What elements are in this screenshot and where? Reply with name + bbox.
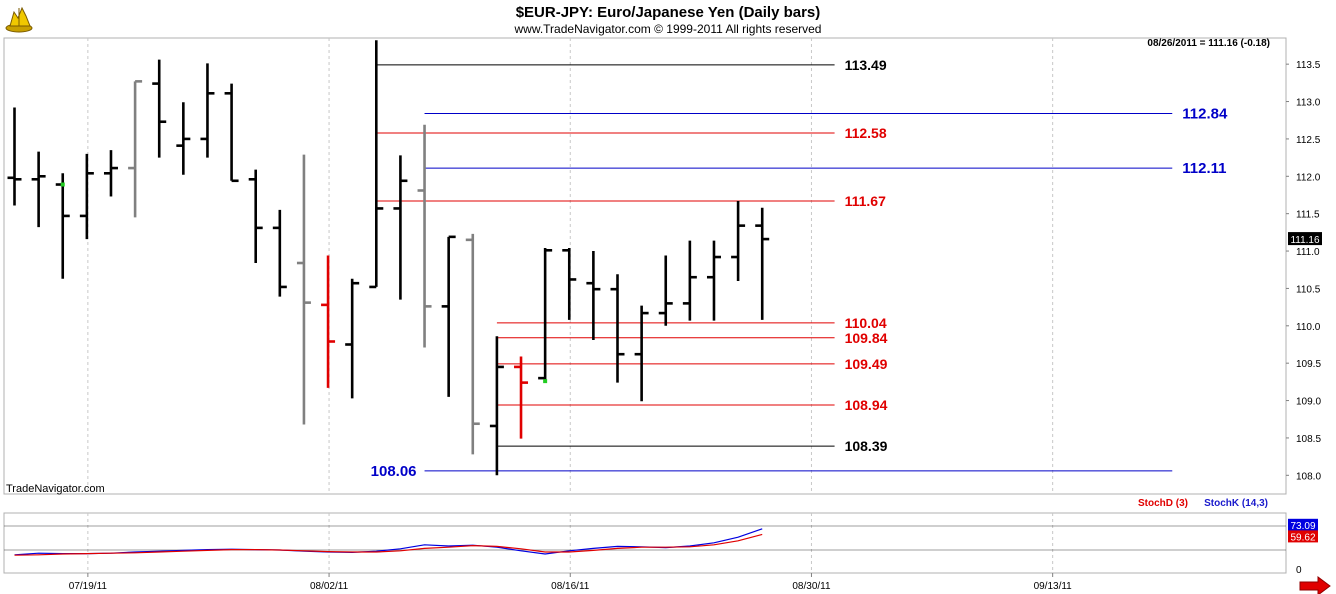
x-tick-label: 07/19/11	[69, 581, 108, 592]
y-tick-label: 110.0	[1296, 322, 1321, 333]
x-tick-label: 08/30/11	[792, 581, 831, 592]
signal-dot	[60, 182, 65, 187]
stochastic-line-d	[14, 533, 763, 556]
ohlc-bar	[152, 59, 167, 158]
ohlc-bar	[393, 155, 408, 300]
stochastic-value-box	[1288, 518, 1318, 531]
ohlc-bar	[755, 207, 770, 320]
level-label: 112.58	[845, 125, 887, 141]
y-tick-label: 108.5	[1296, 434, 1321, 445]
level-label: 108.06	[371, 463, 417, 480]
y-tick-label: 112.0	[1296, 172, 1321, 183]
scroll-right-arrow-icon[interactable]	[1298, 576, 1334, 594]
ohlc-bar	[200, 63, 215, 158]
ohlc-bar	[610, 274, 625, 383]
ohlc-bar	[465, 233, 480, 455]
last-price-label: 111.16	[1290, 235, 1320, 246]
stochastic-legend: StochD (3) StochK (14,3)	[1138, 498, 1268, 509]
ohlc-bar	[538, 248, 553, 383]
copyright-text: www.TradeNavigator.com © 1999-2011 All r…	[514, 22, 822, 36]
stochastic-value-label: 73.09	[1290, 521, 1315, 532]
stochastic-lines	[14, 528, 763, 556]
ohlc-bar	[345, 278, 360, 399]
ohlc-bar	[562, 248, 577, 320]
last-quote-text: 08/26/2011 = 111.16 (-0.18)	[1147, 38, 1270, 49]
x-tick-label: 08/02/11	[310, 581, 349, 592]
ohlc-bar	[55, 173, 70, 279]
chart-title: $EUR-JPY: Euro/Japanese Yen (Daily bars)	[516, 4, 821, 21]
level-label: 108.94	[845, 397, 888, 413]
stochastic-grid	[4, 513, 1286, 573]
stochastic-panel-frame	[3, 512, 1287, 574]
ohlc-bar	[731, 200, 746, 281]
ohlc-bar	[224, 83, 239, 183]
price-levels: 113.49112.84112.58112.11111.67110.04109.…	[371, 57, 1228, 480]
level-label: 108.39	[845, 438, 888, 454]
level-label: 111.67	[845, 193, 886, 209]
price-y-axis: 113.5 113.0 112.5 112.0 111.5 111.0 110.5 110.0…	[1286, 60, 1322, 482]
price-bars	[7, 40, 770, 476]
price-panel-frame	[3, 37, 1287, 495]
y-tick-label: 109.0	[1296, 397, 1321, 408]
ohlc-bar	[658, 255, 673, 326]
x-tick-label: 08/16/11	[551, 581, 590, 592]
ohlc-bar	[417, 124, 432, 348]
level-label: 109.49	[845, 356, 888, 372]
ohlc-bar	[248, 169, 263, 264]
stochastic-value-label: 59.62	[1290, 532, 1315, 543]
level-label: 112.84	[1182, 106, 1228, 123]
legend-stoch-k: StochK (14,3)	[1204, 498, 1268, 509]
ohlc-bar	[441, 235, 456, 397]
y-tick-label: 111.5	[1296, 210, 1320, 221]
ohlc-bar	[514, 356, 529, 439]
ohlc-bar	[128, 80, 143, 218]
ohlc-bar	[489, 336, 504, 476]
level-label: 110.04	[845, 315, 887, 331]
y-tick-label: 110.5	[1296, 284, 1321, 295]
ohlc-bar	[103, 150, 118, 197]
level-label: 109.84	[845, 330, 888, 346]
signal-dot	[543, 379, 548, 384]
ohlc-bar	[706, 240, 721, 321]
last-price-box	[1288, 232, 1322, 246]
price-panel: 113.49112.84112.58112.11111.67110.04109.…	[3, 37, 1322, 495]
watermark-text: TradeNavigator.com	[6, 483, 105, 495]
level-label: 112.11	[1182, 160, 1226, 177]
y-tick-label: 112.5	[1296, 135, 1321, 146]
ohlc-bar	[296, 154, 311, 425]
ohlc-bar	[176, 102, 191, 175]
y-tick-label: 108.0	[1296, 471, 1321, 482]
stochastic-y-tick-label: 0	[1296, 565, 1302, 576]
ohlc-bar	[31, 151, 46, 228]
stochastic-value-box	[1288, 530, 1318, 543]
ohlc-bar	[586, 251, 601, 341]
y-tick-label: 109.5	[1296, 359, 1321, 370]
stochastic-line-k	[14, 528, 763, 556]
x-axis: 07/19/11 08/02/11 08/16/11 08/30/11 09/13/11	[69, 573, 1072, 592]
ohlc-bar	[634, 305, 649, 402]
ohlc-bar	[79, 153, 94, 240]
tradenavigator-logo-icon	[5, 6, 33, 33]
x-tick-label: 09/13/11	[1034, 581, 1073, 592]
ohlc-bar	[321, 255, 336, 388]
y-tick-label: 113.5	[1296, 60, 1321, 71]
ohlc-bar	[682, 240, 697, 321]
legend-stoch-d: StochD (3)	[1138, 498, 1188, 509]
ohlc-bar	[369, 40, 384, 289]
ohlc-bar	[7, 107, 22, 206]
y-tick-label: 113.0	[1296, 98, 1321, 109]
y-tick-label: 111.0	[1296, 247, 1320, 258]
ohlc-bar	[272, 209, 287, 297]
level-label: 113.49	[845, 57, 887, 73]
